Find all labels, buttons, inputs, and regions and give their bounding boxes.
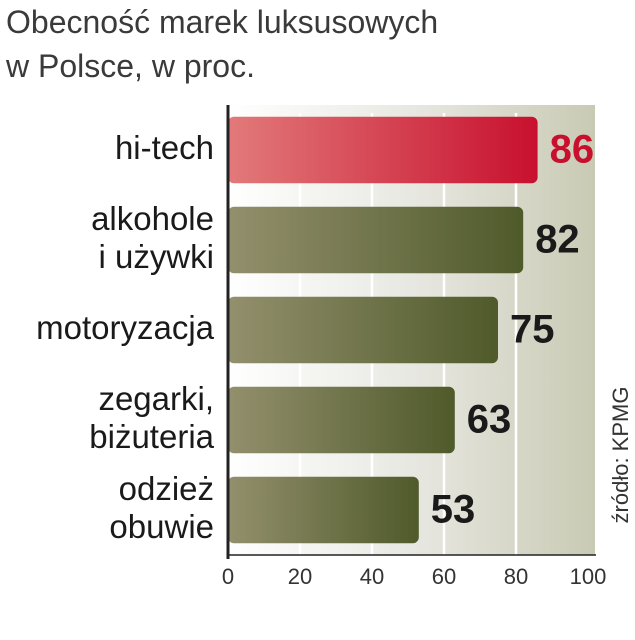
x-tick-label: 40 [360, 564, 384, 589]
category-label: alkohole i używki [91, 200, 214, 275]
x-tick-label: 60 [432, 564, 456, 589]
category-label: zegarki, biżuteria [89, 380, 214, 455]
bar [228, 476, 419, 544]
bar [228, 296, 498, 364]
x-tick-label: 20 [288, 564, 312, 589]
value-label: 86 [550, 128, 595, 172]
value-label: 82 [535, 218, 580, 262]
x-tick-label: 0 [222, 564, 234, 589]
value-label: 53 [431, 488, 476, 532]
source: źródło: KPMG [608, 387, 633, 524]
bar [228, 116, 538, 184]
bar [228, 206, 524, 274]
value-label: 63 [467, 398, 512, 442]
x-tick-label: 100 [570, 564, 607, 589]
category-label: motoryzacja [36, 309, 215, 346]
bar [228, 386, 455, 454]
value-label: 75 [510, 308, 555, 352]
category-label: hi-tech [115, 129, 214, 166]
chart-title: Obecność marek luksusowych w Polsce, w pr… [5, 4, 438, 84]
x-tick-label: 80 [504, 564, 528, 589]
category-label: odzież obuwie [109, 470, 214, 545]
